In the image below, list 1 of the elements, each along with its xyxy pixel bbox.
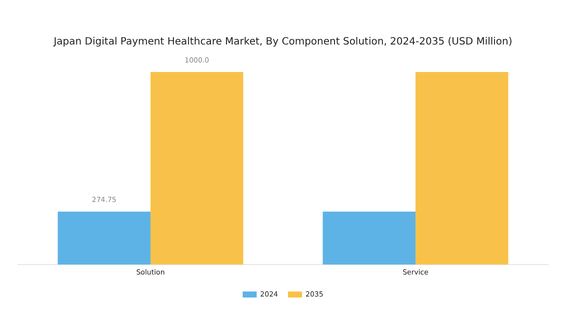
chart-title: Japan Digital Payment Healthcare Market, By Component Solution, 2024-2035 (USD Million) xyxy=(52,36,512,48)
